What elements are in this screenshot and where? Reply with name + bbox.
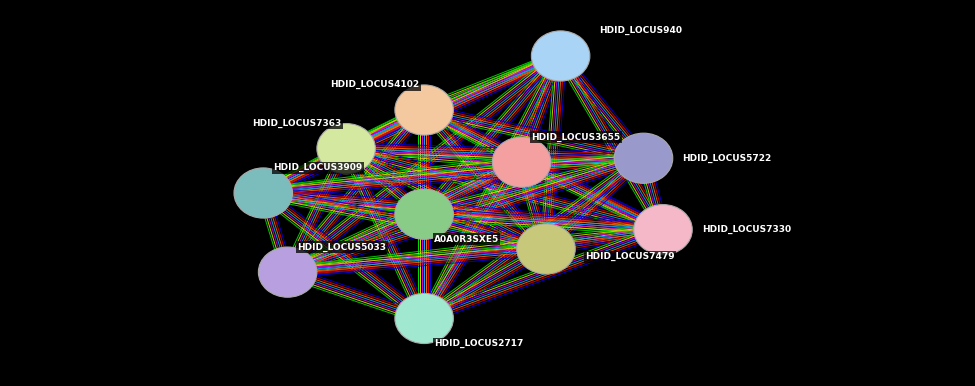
Text: HDID_LOCUS7363: HDID_LOCUS7363: [252, 119, 341, 128]
Ellipse shape: [492, 137, 551, 187]
Ellipse shape: [614, 133, 673, 183]
Text: HDID_LOCUS2717: HDID_LOCUS2717: [434, 339, 524, 348]
Text: HDID_LOCUS3909: HDID_LOCUS3909: [273, 163, 363, 173]
Ellipse shape: [317, 124, 375, 174]
Ellipse shape: [395, 189, 453, 239]
Text: HDID_LOCUS5722: HDID_LOCUS5722: [682, 154, 772, 163]
Text: A0A0R3SXE5: A0A0R3SXE5: [434, 235, 499, 244]
Text: HDID_LOCUS5033: HDID_LOCUS5033: [297, 242, 386, 252]
Ellipse shape: [517, 224, 575, 274]
Ellipse shape: [234, 168, 292, 218]
Text: HDID_LOCUS4102: HDID_LOCUS4102: [331, 80, 419, 90]
Ellipse shape: [395, 293, 453, 344]
Ellipse shape: [395, 85, 453, 135]
Text: HDID_LOCUS7330: HDID_LOCUS7330: [702, 225, 791, 234]
Text: HDID_LOCUS3655: HDID_LOCUS3655: [531, 132, 620, 142]
Text: HDID_LOCUS940: HDID_LOCUS940: [600, 26, 682, 36]
Ellipse shape: [634, 205, 692, 255]
Ellipse shape: [531, 31, 590, 81]
Ellipse shape: [258, 247, 317, 297]
Text: HDID_LOCUS7479: HDID_LOCUS7479: [585, 252, 675, 261]
